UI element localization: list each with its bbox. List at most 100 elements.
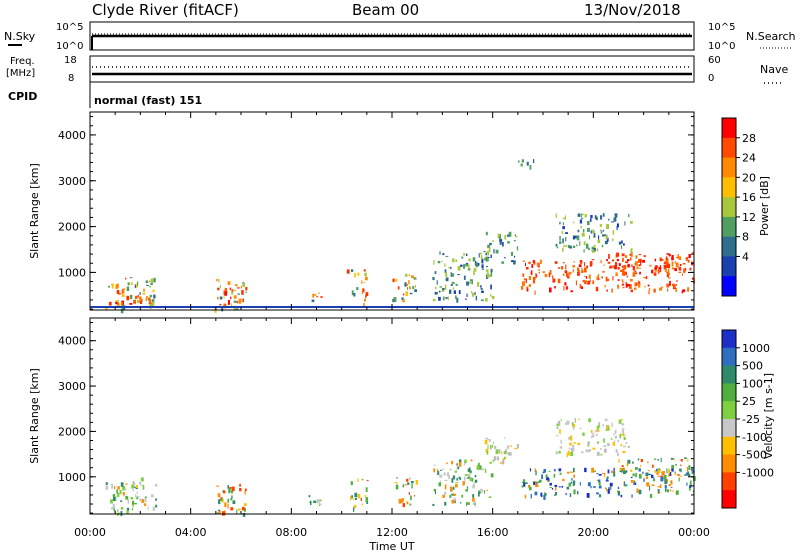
velocity-echo-cell — [308, 501, 311, 504]
power-echo-cell — [572, 269, 574, 273]
power-echo-cell — [218, 278, 220, 283]
velocity-echo-cell — [570, 471, 573, 473]
velocity-echo-cell — [492, 441, 494, 445]
power-echo-cell — [528, 275, 531, 280]
velocity-echo-cell — [131, 508, 133, 511]
velocity-echo-cell — [126, 510, 129, 515]
velocity-echo-cell — [668, 484, 671, 487]
power-echo-cell — [318, 292, 321, 294]
velocity-echo-cell — [522, 479, 526, 483]
velocity-echo-cell — [657, 489, 660, 494]
cpid-strip: CPID normal (fast) 151 — [8, 82, 202, 108]
velocity-echo-cell — [570, 481, 572, 484]
power-echo-cell — [457, 274, 460, 276]
velocity-ytick-label: 1000 — [58, 471, 86, 484]
velocity-echo-cell — [621, 471, 623, 473]
power-colorbar-segment — [722, 177, 736, 198]
power-ylabel: Slant Range [km] — [28, 163, 41, 259]
velocity-echo-cell — [401, 499, 404, 503]
velocity-echo-cell — [229, 487, 232, 490]
velocity-echo-cell — [566, 420, 570, 425]
velocity-echo-cell — [545, 474, 548, 478]
velocity-echo-cell — [534, 491, 538, 496]
velocity-echo-cell — [450, 468, 452, 471]
velocity-echo-cell — [242, 512, 246, 517]
velocity-echo-cell — [617, 491, 621, 496]
velocity-echo-cell — [126, 499, 128, 501]
velocity-echo-cell — [492, 459, 495, 462]
power-echo-cell — [133, 299, 137, 304]
nsky-frame — [89, 21, 695, 51]
power-echo-cell — [590, 261, 593, 266]
power-echo-cell — [617, 267, 620, 270]
power-echo-cell — [526, 161, 529, 166]
velocity-echo-cell — [660, 476, 664, 482]
velocity-echo-cell — [117, 492, 120, 498]
power-echo-cell — [489, 242, 492, 246]
power-echo-cell — [320, 296, 323, 298]
velocity-echo-cell — [679, 468, 682, 472]
cpid-text: normal (fast) 151 — [94, 94, 202, 107]
power-echo-cell — [602, 213, 605, 217]
power-echo-cell — [552, 275, 554, 279]
power-echo-cell — [468, 258, 471, 262]
power-echo-cell — [580, 225, 582, 229]
power-echo-cell — [593, 244, 596, 249]
velocity-echo-cell — [125, 483, 128, 485]
velocity-echo-cell — [592, 432, 595, 434]
power-echo-cell — [351, 269, 354, 272]
power-echo-cell — [567, 276, 570, 279]
velocity-echo-cell — [643, 478, 645, 482]
velocity-echo-cell — [224, 502, 227, 508]
velocity-echo-cell — [444, 479, 448, 482]
velocity-echo-cell — [131, 484, 134, 489]
power-echo-cell — [682, 263, 686, 265]
velocity-echo-cell — [239, 483, 241, 487]
velocity-echo-cell — [608, 487, 610, 492]
power-echo-cell — [666, 253, 670, 255]
power-echo-cell — [573, 261, 575, 263]
velocity-colorbar-segment — [722, 365, 736, 384]
velocity-echo-cell — [529, 468, 532, 472]
power-echo-cell — [474, 261, 477, 266]
power-echo-cell — [466, 281, 469, 286]
velocity-echo-cell — [459, 478, 462, 480]
velocity-echo-cell — [569, 442, 572, 446]
power-echo-cell — [565, 237, 567, 242]
power-echo-cell — [240, 285, 243, 289]
power-echo-cell — [575, 280, 577, 286]
power-echo-cell — [531, 270, 533, 276]
power-echo-cell — [614, 213, 618, 218]
velocity-echo-cell — [619, 467, 622, 471]
power-echo-cell — [536, 262, 540, 267]
power-echo-cell — [365, 276, 368, 281]
power-echo-cell — [219, 296, 223, 300]
power-echo-cell — [452, 282, 455, 284]
velocity-echo-cell — [670, 486, 673, 488]
power-echo-cell — [663, 261, 667, 264]
power-echo-cell — [514, 234, 516, 237]
velocity-echo-cell — [689, 484, 692, 488]
power-echo-cell — [395, 278, 398, 282]
power-echo-cell — [565, 244, 567, 247]
power-echo-cell — [523, 278, 527, 281]
velocity-colorbar-segment — [722, 490, 736, 509]
velocity-echo-cell — [639, 473, 642, 479]
velocity-echo-cell — [688, 486, 691, 491]
velocity-echo-cell — [686, 466, 689, 472]
velocity-echo-cell — [675, 464, 677, 466]
velocity-echo-cell — [481, 468, 484, 471]
power-echo-cell — [120, 302, 123, 307]
velocity-echo-cell — [611, 438, 613, 440]
velocity-echo-cell — [537, 481, 540, 483]
power-echo-cell — [667, 288, 669, 292]
power-echo-cell — [567, 273, 570, 278]
velocity-echo-cell — [561, 485, 564, 488]
velocity-echo-cell — [493, 456, 497, 461]
velocity-echo-cell — [588, 418, 591, 422]
velocity-echo-cell — [664, 488, 667, 492]
velocity-echo-cell — [596, 479, 600, 481]
power-echo-cell — [223, 290, 225, 295]
velocity-echo-cell — [680, 464, 682, 466]
velocity-echo-cell — [456, 478, 459, 481]
